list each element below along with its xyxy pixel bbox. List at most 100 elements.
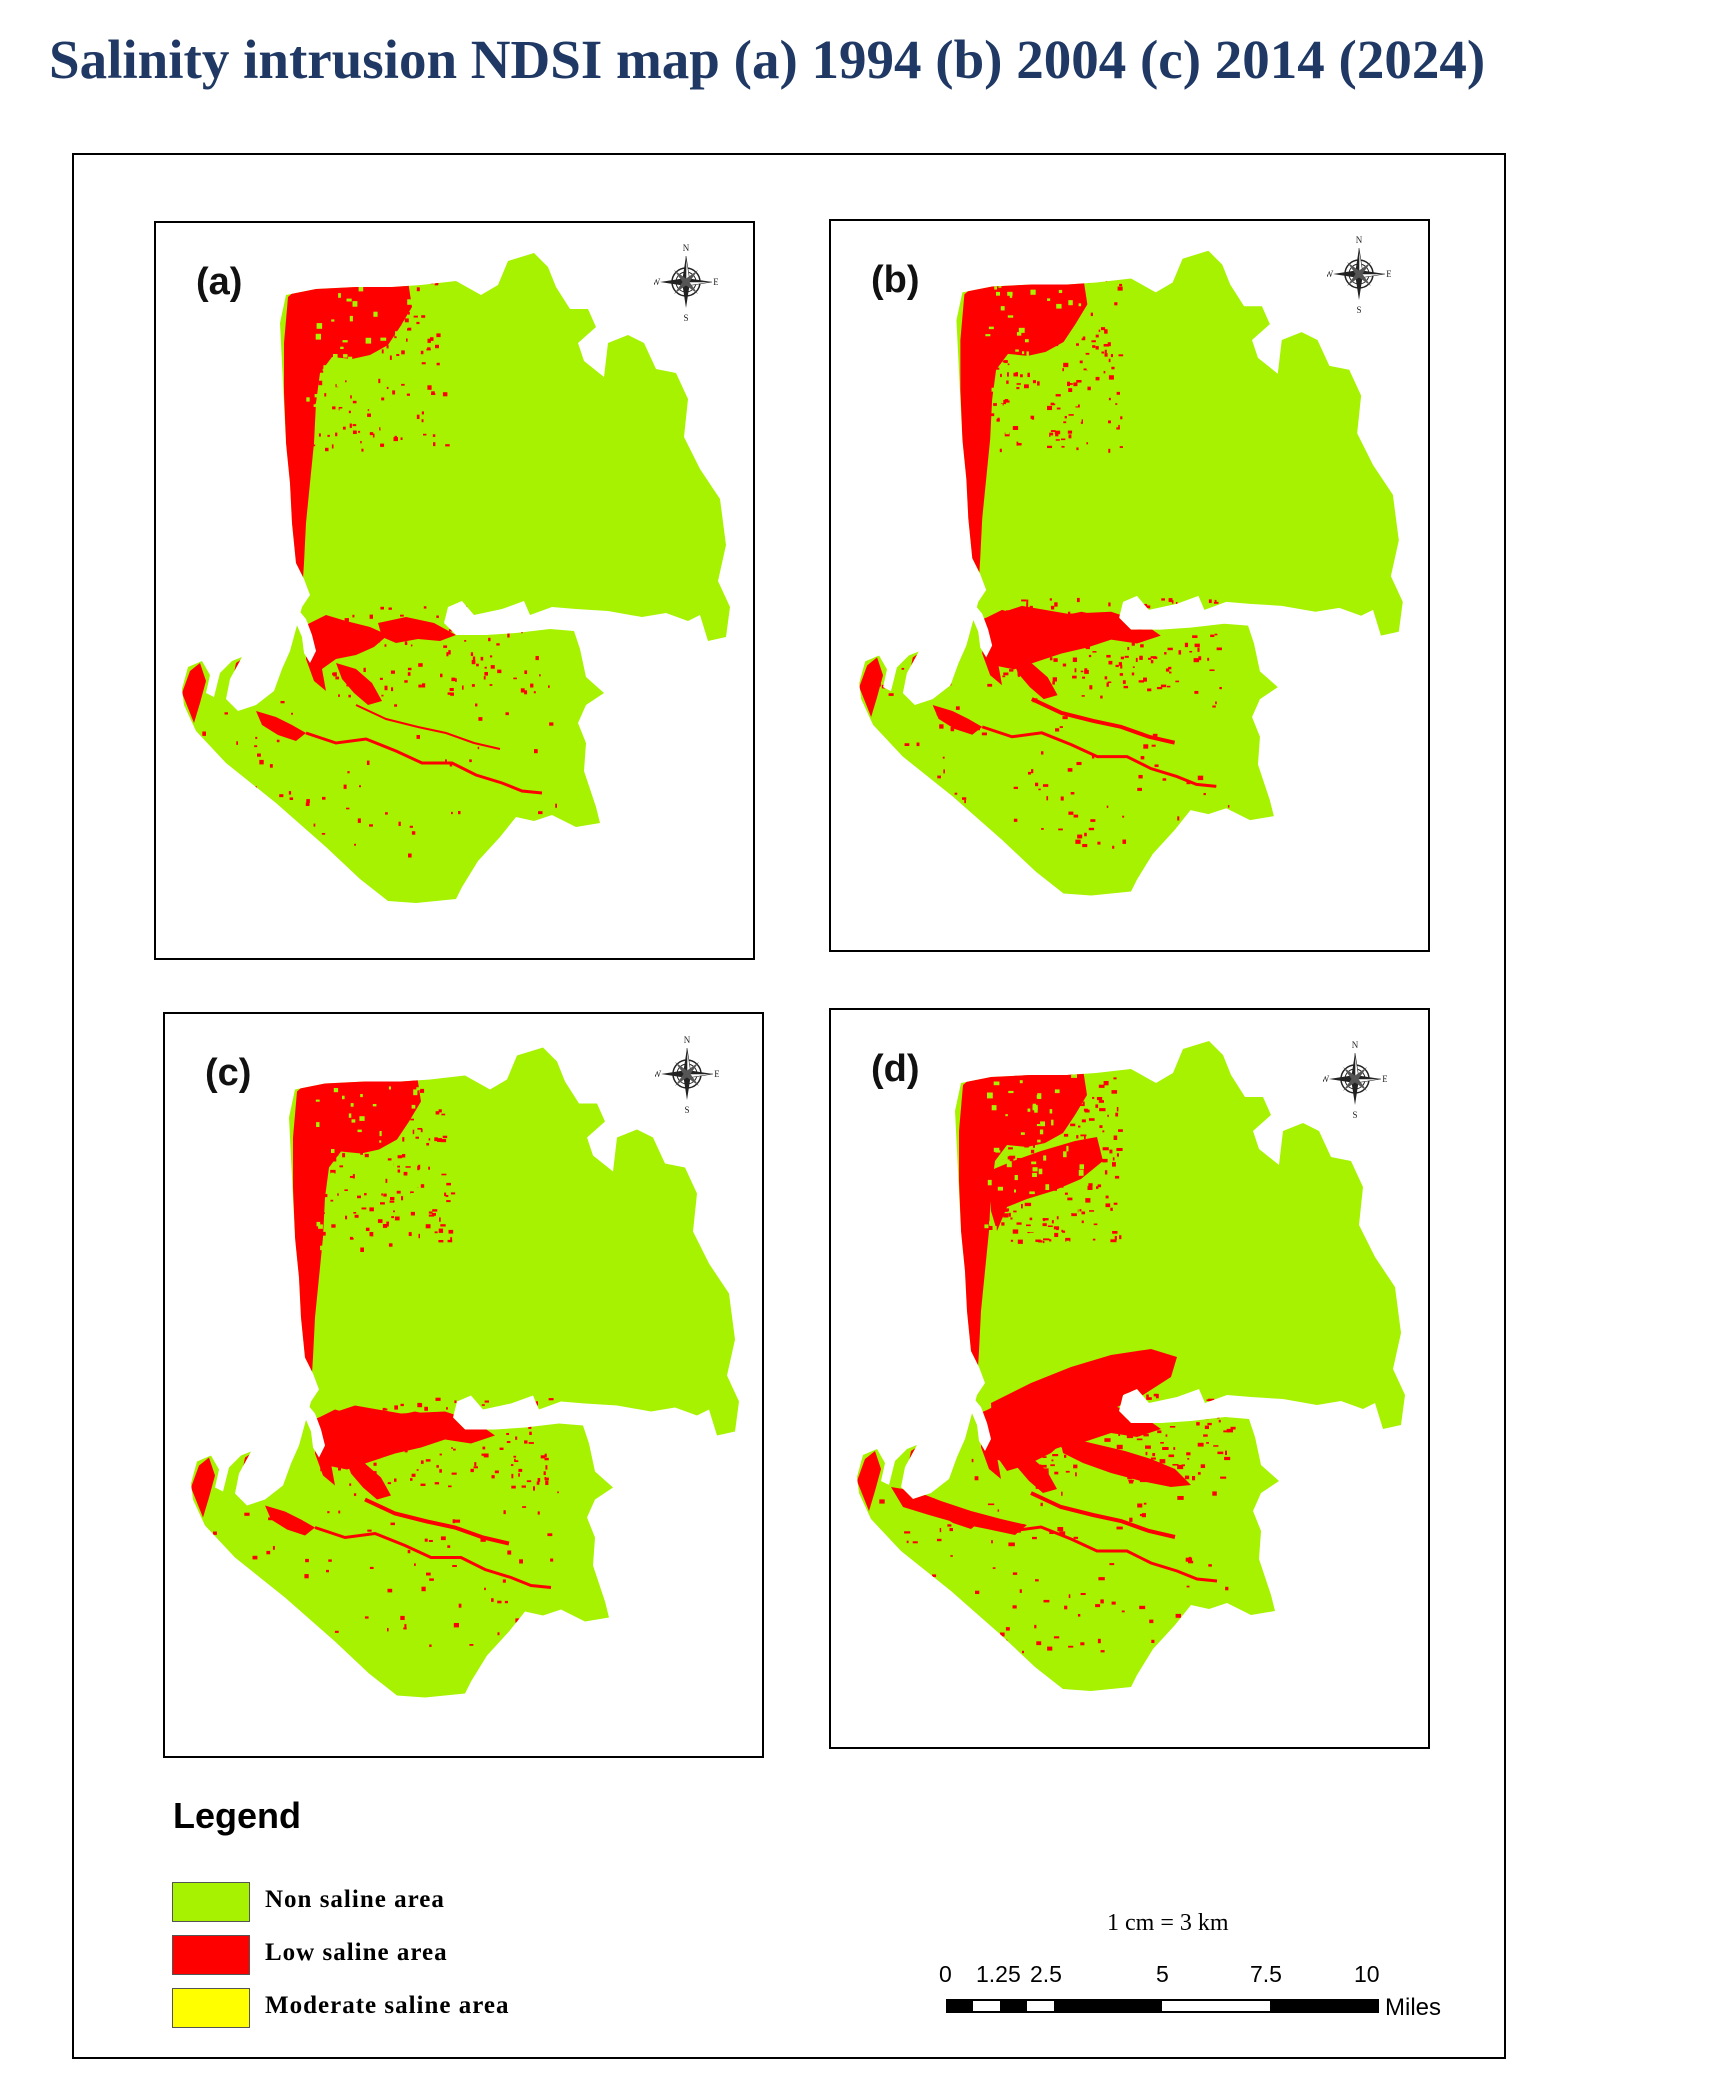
scale-tick-10: 10 [1354, 1961, 1380, 1987]
saline-speck [1223, 1615, 1230, 1618]
saline-speck [305, 1231, 312, 1234]
saline-speck [1076, 447, 1079, 451]
saline-speck [407, 312, 410, 315]
non-saline-speck [306, 397, 310, 402]
saline-speck [312, 1219, 317, 1222]
non-saline-speck [1028, 418, 1032, 424]
saline-speck [1042, 1218, 1049, 1221]
saline-speck [1006, 1062, 1012, 1067]
saline-speck [1118, 1469, 1124, 1474]
saline-speck [1040, 1502, 1043, 1507]
saline-speck [1080, 1153, 1086, 1159]
saline-speck [1049, 657, 1053, 661]
saline-speck [484, 672, 488, 676]
saline-speck [1177, 1496, 1184, 1500]
saline-speck [514, 1458, 516, 1461]
non-saline-speck [1060, 1209, 1066, 1212]
saline-speck [1128, 1479, 1134, 1482]
saline-speck [1115, 664, 1119, 668]
saline-speck [403, 1112, 406, 1117]
saline-speck [1029, 1217, 1033, 1221]
saline-speck [469, 1644, 474, 1646]
saline-speck [288, 1642, 292, 1645]
saline-speck [914, 1566, 920, 1571]
saline-speck [1023, 1120, 1028, 1125]
saline-speck [958, 1613, 964, 1616]
saline-speck [1061, 1397, 1066, 1400]
saline-speck [1087, 1066, 1091, 1070]
saline-speck [1144, 1427, 1147, 1430]
saline-speck [1177, 816, 1180, 821]
saline-speck [480, 1537, 486, 1542]
saline-speck [349, 1483, 352, 1486]
saline-speck [410, 644, 413, 647]
saline-speck [1101, 351, 1105, 354]
saline-speck [382, 1224, 388, 1228]
saline-speck [1207, 1422, 1212, 1426]
river-mouth [305, 1401, 325, 1458]
non-saline-speck [366, 1236, 372, 1242]
saline-speck [428, 1138, 431, 1141]
non-saline-speck [340, 346, 344, 349]
saline-speck [1114, 302, 1118, 306]
saline-speck [447, 1239, 453, 1243]
saline-speck [412, 1129, 415, 1135]
non-saline-speck [387, 1233, 393, 1240]
non-saline-speck [1038, 1168, 1043, 1175]
saline-speck [435, 280, 439, 284]
saline-speck [381, 694, 384, 697]
saline-speck [544, 1453, 547, 1458]
saline-speck [1112, 1418, 1118, 1421]
saline-speck [518, 1420, 523, 1423]
saline-speck [1076, 379, 1082, 383]
saline-speck [1105, 1195, 1109, 1199]
saline-speck [354, 1099, 359, 1102]
saline-speck [347, 1409, 353, 1413]
compass-west-label: W [655, 1069, 662, 1079]
saline-speck [359, 785, 361, 788]
non-saline-speck [1006, 1162, 1012, 1168]
non-saline-speck [420, 1094, 426, 1099]
saline-speck [1051, 1459, 1054, 1462]
saline-speck [1003, 617, 1009, 622]
saline-speck [353, 1448, 358, 1451]
saline-channel [1030, 697, 1176, 745]
saline-speck [1102, 1160, 1106, 1163]
river-mouth [296, 607, 316, 663]
saline-speck [304, 446, 308, 449]
saline-speck [1019, 639, 1025, 643]
saline-speck [1042, 1456, 1047, 1458]
saline-speck [503, 1510, 506, 1515]
saline-speck [1049, 1239, 1052, 1242]
saline-speck [1108, 448, 1111, 453]
saline-speck [439, 1217, 441, 1222]
saline-speck [1000, 373, 1002, 378]
saline-speck [1168, 598, 1173, 602]
saline-speck [465, 605, 468, 609]
saline-speck [962, 837, 966, 839]
saline-speck [406, 338, 408, 342]
saline-speck [518, 1473, 520, 1477]
saline-speck [1072, 313, 1077, 316]
saline-speck [1116, 391, 1120, 395]
non-saline-speck [344, 412, 349, 417]
saline-speck [324, 393, 327, 397]
saline-speck [220, 1465, 223, 1469]
saline-speck [1004, 432, 1010, 437]
saline-speck [497, 1600, 502, 1604]
saline-speck [1125, 1391, 1131, 1394]
saline-speck [1141, 1513, 1146, 1518]
saline-speck [337, 1072, 342, 1077]
saline-speck [1164, 1414, 1169, 1417]
saline-speck [1026, 599, 1029, 603]
saline-speck [327, 434, 330, 437]
saline-speck [1088, 1147, 1093, 1152]
saline-speck [1102, 1130, 1105, 1133]
saline-speck [330, 1199, 334, 1202]
saline-speck [363, 667, 366, 672]
saline-speck [436, 333, 441, 338]
non-saline-speck [989, 1221, 993, 1225]
saline-speck [877, 1587, 883, 1592]
non-saline-speck [374, 1235, 381, 1242]
non-saline-speck [1000, 1155, 1006, 1160]
